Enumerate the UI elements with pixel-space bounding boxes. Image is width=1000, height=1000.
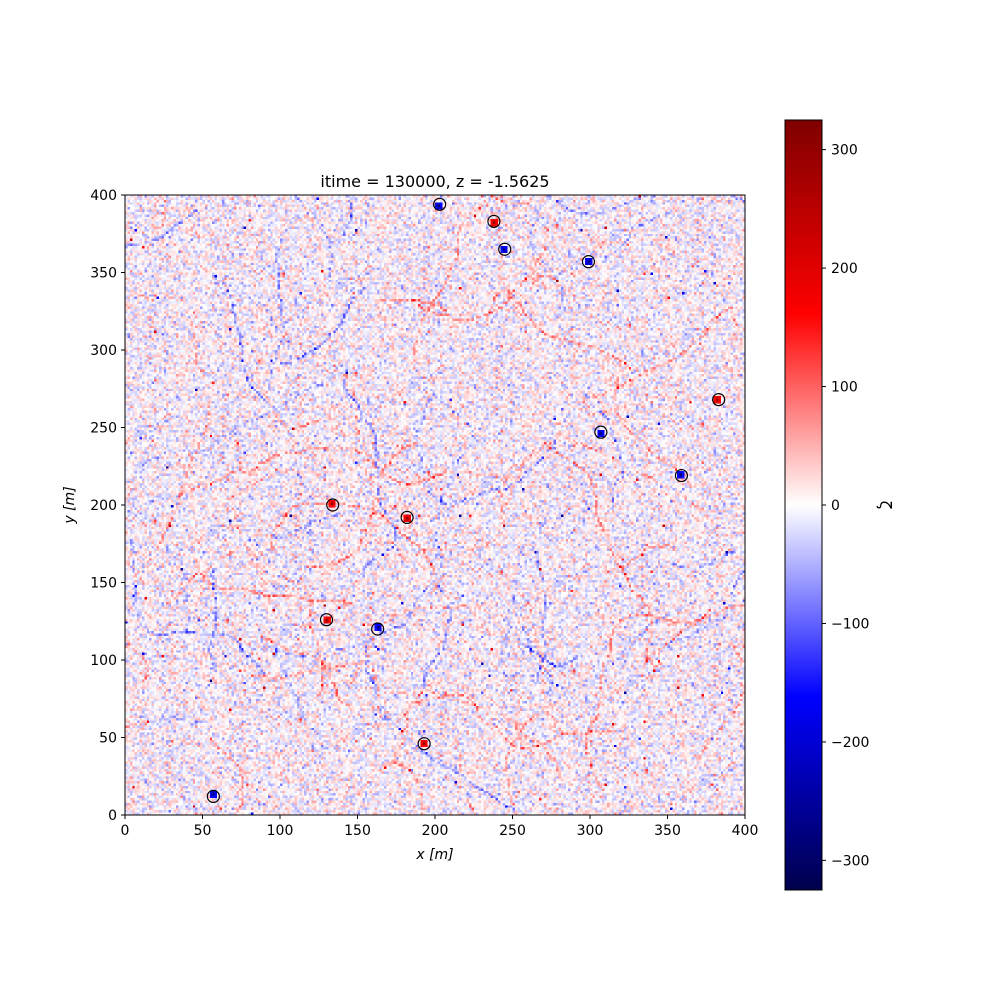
y-tick-label: 250 [90, 421, 117, 437]
colorbar-ticks: −300 −200 −100 0 100 200 300 [822, 143, 869, 869]
colorbar-label: ζ [876, 501, 895, 510]
x-tick-label: 150 [344, 823, 371, 839]
x-tick-label: 400 [732, 823, 759, 839]
x-tick-label: 50 [194, 823, 212, 839]
y-axis-label: y [m] [62, 486, 78, 524]
colorbar-tick-label: −300 [831, 853, 869, 869]
y-tick-label: 300 [90, 343, 117, 359]
x-tick-label: 0 [121, 823, 130, 839]
x-axis-ticks: 0 50 100 150 200 250 300 350 400 [121, 815, 759, 839]
colorbar-tick-label: 300 [831, 143, 858, 159]
colorbar-gradient [785, 120, 822, 890]
y-tick-label: 150 [90, 576, 117, 592]
vortex-marker-1 [433, 197, 447, 211]
y-tick-label: 50 [99, 731, 117, 747]
colorbar-tick-label: −200 [831, 735, 869, 751]
vortex-marker-4 [581, 255, 596, 269]
vortex-marker-5 [712, 393, 726, 407]
vortex-marker-13 [206, 789, 220, 804]
vortex-marker-12 [417, 737, 431, 751]
colorbar: −300 −200 −100 0 100 200 300 [784, 119, 869, 891]
x-tick-label: 250 [499, 823, 526, 839]
vortex-marker-3 [498, 242, 512, 256]
vortex-marker-11 [371, 622, 385, 636]
vortex-markers [206, 197, 726, 804]
vortex-marker-2 [487, 214, 501, 228]
colorbar-tick-label: 200 [831, 261, 858, 277]
y-axis-ticks: 0 50 100 150 200 250 300 350 400 [90, 188, 125, 824]
vortex-marker-7 [674, 468, 689, 483]
vorticity-field [125, 195, 745, 815]
x-tick-label: 100 [267, 823, 294, 839]
vortex-marker-10 [319, 613, 334, 627]
y-tick-label: 200 [90, 498, 117, 514]
y-tick-label: 400 [90, 188, 117, 204]
y-tick-label: 100 [90, 653, 117, 669]
colorbar-tick-label: 0 [831, 498, 840, 514]
vortex-marker-9 [400, 510, 414, 525]
x-axis-label: x [m] [415, 847, 453, 863]
chart-title: itime = 130000, z = -1.5625 [320, 172, 549, 191]
x-tick-label: 200 [422, 823, 449, 839]
vortex-marker-8 [326, 498, 340, 512]
x-tick-label: 350 [654, 823, 681, 839]
y-tick-label: 350 [90, 266, 117, 282]
heatmap-axes: 0 50 100 150 200 250 300 350 400 0 50 100 150 200 250… [90, 188, 758, 839]
y-tick-label: 0 [108, 808, 117, 824]
x-tick-label: 300 [577, 823, 604, 839]
colorbar-tick-label: 100 [831, 380, 858, 396]
vortex-marker-6 [594, 425, 608, 439]
colorbar-tick-label: −100 [831, 616, 869, 632]
